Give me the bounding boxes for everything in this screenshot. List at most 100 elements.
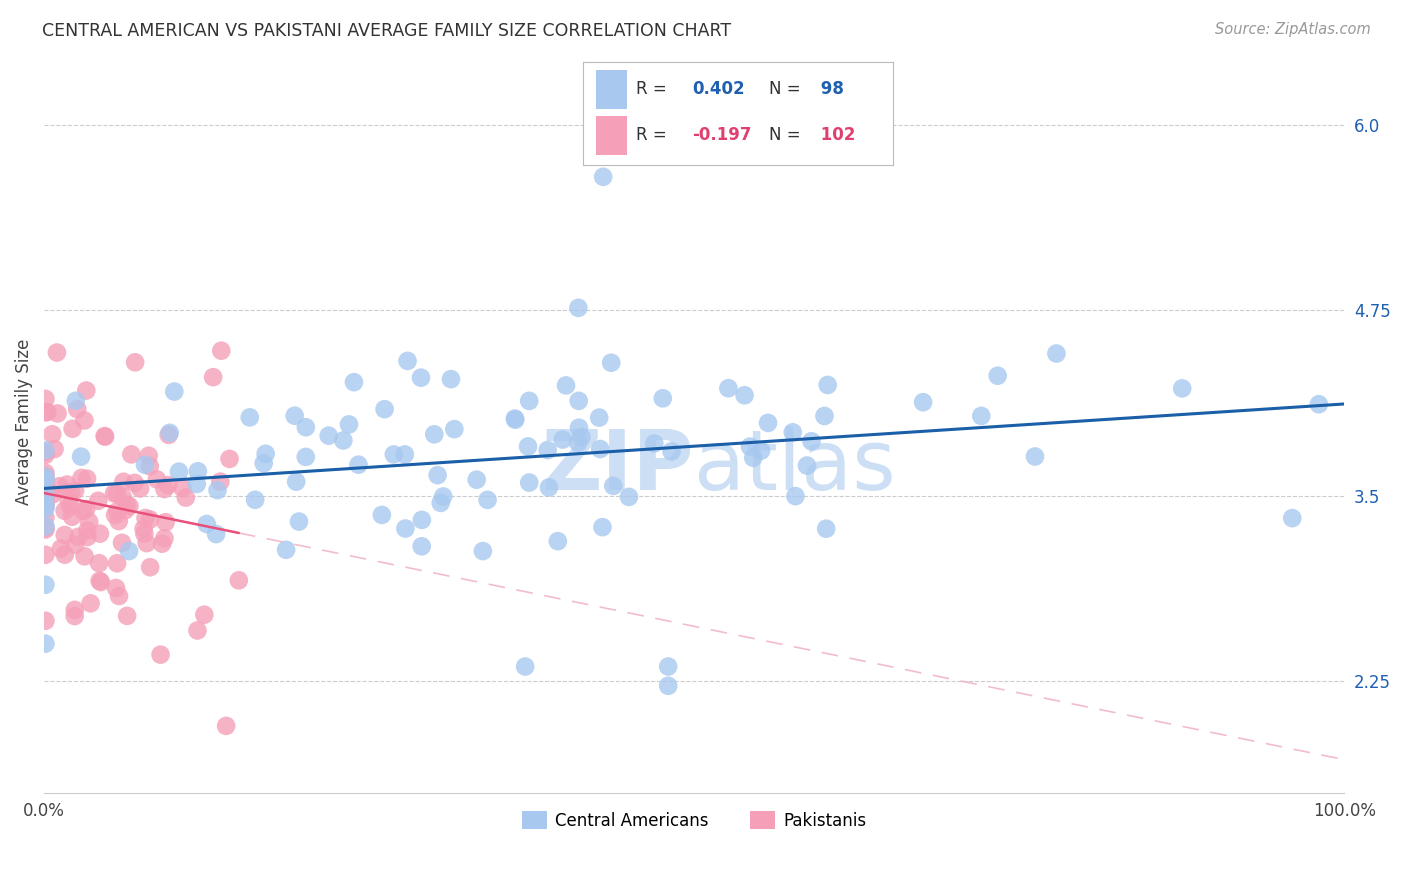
Point [443, 422, 465, 436]
Point [34, 499, 56, 513]
Point [90, 575, 112, 590]
Point [253, 456, 276, 470]
Point [193, 607, 215, 622]
Point [432, 490, 454, 504]
Point [382, 447, 405, 461]
Point [75, 502, 97, 516]
Point [107, 514, 129, 528]
Point [118, 499, 141, 513]
Point [547, 534, 569, 549]
Text: atlas: atlas [695, 425, 896, 507]
Point [187, 464, 209, 478]
Point [426, 468, 449, 483]
Point [34, 472, 56, 486]
Point [34, 499, 56, 513]
Point [34, 489, 56, 503]
Point [34, 521, 56, 535]
Point [34, 469, 56, 483]
Point [218, 451, 240, 466]
Point [76, 524, 98, 538]
Point [34, 473, 56, 487]
Point [89, 526, 111, 541]
Point [284, 409, 307, 423]
Point [517, 439, 540, 453]
Point [371, 508, 394, 522]
Point [239, 410, 262, 425]
Point [56, 477, 79, 491]
Point [186, 477, 208, 491]
Y-axis label: Average Family Size: Average Family Size [15, 338, 32, 505]
Point [717, 381, 740, 395]
Point [157, 478, 180, 492]
Point [243, 492, 266, 507]
Point [274, 542, 297, 557]
Point [505, 413, 527, 427]
Point [515, 659, 537, 673]
Point [46, 406, 69, 420]
Point [75, 384, 97, 398]
Point [912, 395, 935, 409]
Point [205, 527, 228, 541]
Point [294, 450, 316, 464]
Point [34, 405, 56, 419]
Point [970, 409, 993, 423]
Point [53, 528, 76, 542]
Point [34, 637, 56, 651]
Point [174, 491, 197, 505]
Point [782, 425, 804, 440]
Point [93, 429, 115, 443]
Point [45, 345, 67, 359]
Point [150, 537, 173, 551]
Point [63, 609, 86, 624]
Point [602, 479, 624, 493]
Point [105, 504, 128, 518]
Point [592, 520, 614, 534]
Point [104, 508, 127, 522]
Point [63, 538, 86, 552]
Point [295, 420, 318, 434]
Point [643, 436, 665, 450]
Point [138, 449, 160, 463]
Text: R =: R = [636, 80, 672, 98]
Point [132, 522, 155, 536]
Point [571, 430, 593, 444]
Point [396, 354, 419, 368]
Point [567, 301, 589, 315]
Point [568, 393, 591, 408]
Point [104, 581, 127, 595]
Point [139, 512, 162, 526]
Point [749, 443, 772, 458]
Point [411, 539, 433, 553]
Point [112, 475, 135, 489]
Point [60, 509, 83, 524]
Point [72, 504, 94, 518]
Point [409, 370, 432, 384]
Point [34, 523, 56, 537]
Point [477, 492, 499, 507]
Point [105, 486, 128, 500]
Point [756, 416, 779, 430]
Point [48, 479, 70, 493]
Point [53, 504, 76, 518]
Point [537, 443, 560, 458]
Point [517, 475, 540, 490]
Point [105, 557, 128, 571]
Point [114, 503, 136, 517]
Point [228, 574, 250, 588]
Point [537, 480, 560, 494]
Point [103, 486, 125, 500]
Point [34, 614, 56, 628]
Point [288, 515, 311, 529]
Point [66, 402, 89, 417]
Point [318, 428, 340, 442]
Point [139, 459, 162, 474]
Point [207, 483, 229, 497]
Point [65, 393, 87, 408]
Point [34, 473, 56, 487]
Point [135, 536, 157, 550]
Point [118, 544, 141, 558]
Point [73, 549, 96, 564]
Point [34, 548, 56, 562]
Point [34, 469, 56, 483]
Point [209, 343, 232, 358]
